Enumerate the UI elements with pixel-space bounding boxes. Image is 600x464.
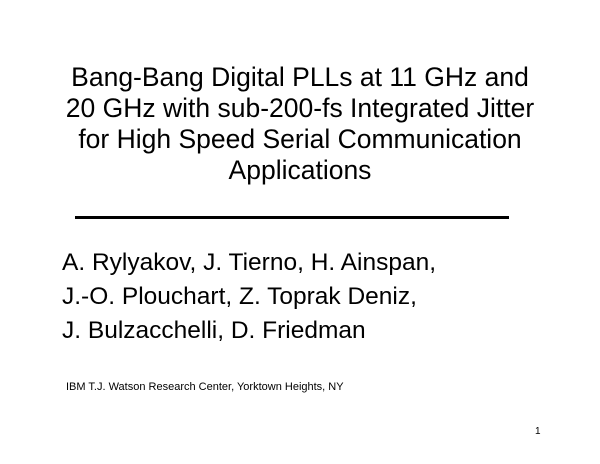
author-line: J. Bulzacchelli, D. Friedman <box>62 317 366 344</box>
title-line: 20 GHz with sub-200-fs Integrated Jitter <box>65 93 535 123</box>
author-line: J.-O. Plouchart, Z. Toprak Deniz, <box>62 283 417 310</box>
author-line: A. Rylyakov, J. Tierno, H. Ainspan, <box>62 249 437 276</box>
affiliation: IBM T.J. Watson Research Center, Yorktow… <box>66 381 344 393</box>
title-line: Applications <box>228 155 372 185</box>
author-list: A. Rylyakov, J. Tierno, H. Ainspan, J.-O… <box>62 246 436 348</box>
slide-title: Bang-Bang Digital PLLs at 11 GHz and 20 … <box>0 62 600 186</box>
title-line: Bang-Bang Digital PLLs at 11 GHz and <box>71 62 529 92</box>
title-line: for High Speed Serial Communication <box>78 124 522 154</box>
page-number: 1 <box>535 426 541 437</box>
title-divider <box>75 216 509 219</box>
